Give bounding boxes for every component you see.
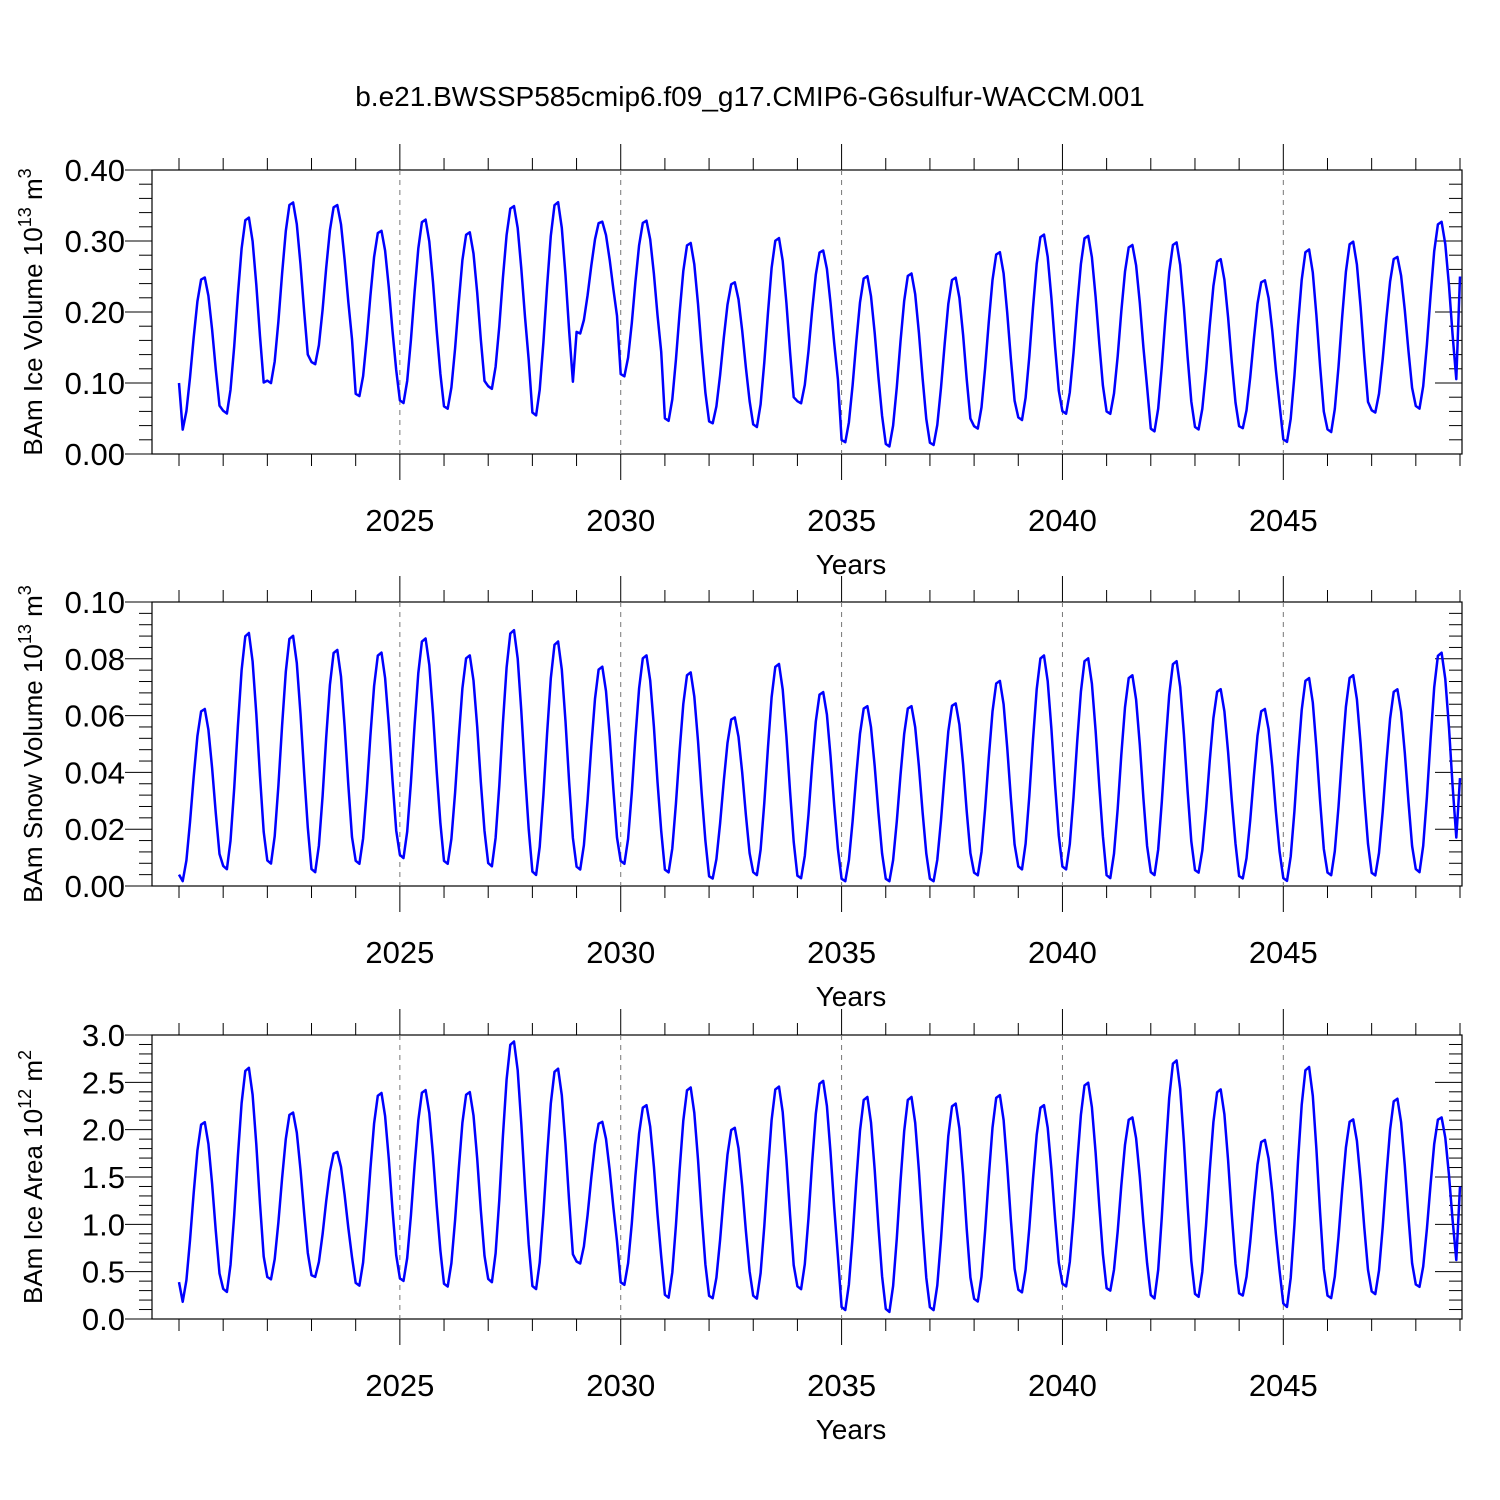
y-tick-label: 0.06 [65, 699, 125, 734]
y-label-main: BAm Ice Volume 10 [18, 227, 48, 455]
y-tick-label: 0.08 [65, 642, 125, 677]
y-axis-label: BAm Ice Volume 1013 m3 [15, 168, 48, 455]
y-tick-label: 1.5 [82, 1160, 125, 1195]
y-tick-label: 0.30 [65, 224, 125, 259]
x-tick-label: 2030 [586, 503, 655, 538]
y-label-unit-exponent: 3 [15, 585, 35, 595]
y-label-main: BAm Snow Volume 10 [18, 644, 48, 903]
y-tick-label: 2.0 [82, 1113, 125, 1148]
y-label-exponent: 12 [15, 1089, 35, 1109]
y-label-exponent: 13 [15, 624, 35, 644]
y-tick-label: 2.5 [82, 1065, 125, 1100]
series-line [177, 628, 1462, 883]
x-tick-label: 2035 [807, 1368, 876, 1403]
x-tick-label: 2045 [1249, 1368, 1318, 1403]
y-label-unit: m [18, 178, 48, 207]
x-tick-label: 2040 [1028, 1368, 1097, 1403]
plot-frame [151, 601, 1463, 887]
y-tick-label: 0.00 [65, 869, 125, 904]
x-tick-label: 2030 [586, 1368, 655, 1403]
x-tick-label: 2025 [365, 503, 434, 538]
x-tick-label: 2045 [1249, 503, 1318, 538]
y-tick-label: 1.0 [82, 1207, 125, 1242]
y-tick-label: 0.10 [65, 366, 125, 401]
y-tick-label: 0.0 [82, 1302, 125, 1337]
panel-1: 2025 2030 2035 2040 2045 0.00 0.10 0.20 0.30 0.40… [15, 144, 1463, 580]
x-tick-label: 2030 [586, 935, 655, 970]
x-tick-label: 2045 [1249, 935, 1318, 970]
y-label-unit-exponent: 2 [15, 1050, 35, 1060]
x-tick-label: 2035 [807, 935, 876, 970]
panel-3: 2025 2030 2035 2040 2045 0.0 0.5 1.0 1.5 2.0 2.5 3.… [15, 1009, 1463, 1445]
x-axis-label: Years [816, 1414, 887, 1445]
y-tick-label: 0.02 [65, 812, 125, 847]
panel-2: 2025 2030 2035 2040 2045 0.00 0.02 0.04 0.06 0.08… [15, 576, 1463, 1012]
series-line [177, 200, 1462, 448]
x-axis-label: Years [816, 981, 887, 1012]
y-tick-label: 0.40 [65, 153, 125, 188]
x-tick-label: 2040 [1028, 503, 1097, 538]
x-tick-label: 2035 [807, 503, 876, 538]
x-axis-label: Years [816, 549, 887, 580]
y-axis-label: BAm Ice Area 1012 m2 [15, 1050, 48, 1304]
chart-title: b.e21.BWSSP585cmip6.f09_g17.CMIP6-G6sulf… [355, 81, 1145, 112]
y-tick-label: 0.20 [65, 295, 125, 330]
y-label-unit: m [18, 595, 48, 624]
panels: 2025 2030 2035 2040 2045 0.00 0.10 0.20 0.30 0.40… [15, 144, 1463, 1445]
y-tick-label: 0.10 [65, 585, 125, 620]
plot-frame [151, 1034, 1463, 1320]
x-tick-label: 2040 [1028, 935, 1097, 970]
y-tick-label: 0.04 [65, 755, 125, 790]
y-axis-label: BAm Snow Volume 1013 m3 [15, 585, 48, 903]
y-label-main: BAm Ice Area 10 [18, 1109, 48, 1304]
y-tick-label: 3.0 [82, 1018, 125, 1053]
y-label-unit-exponent: 3 [15, 168, 35, 178]
series-line [177, 1040, 1462, 1314]
y-label-unit: m [18, 1060, 48, 1089]
y-label-exponent: 13 [15, 207, 35, 227]
y-tick-label: 0.00 [65, 437, 125, 472]
x-tick-label: 2025 [365, 935, 434, 970]
x-tick-label: 2025 [365, 1368, 434, 1403]
y-tick-label: 0.5 [82, 1255, 125, 1290]
